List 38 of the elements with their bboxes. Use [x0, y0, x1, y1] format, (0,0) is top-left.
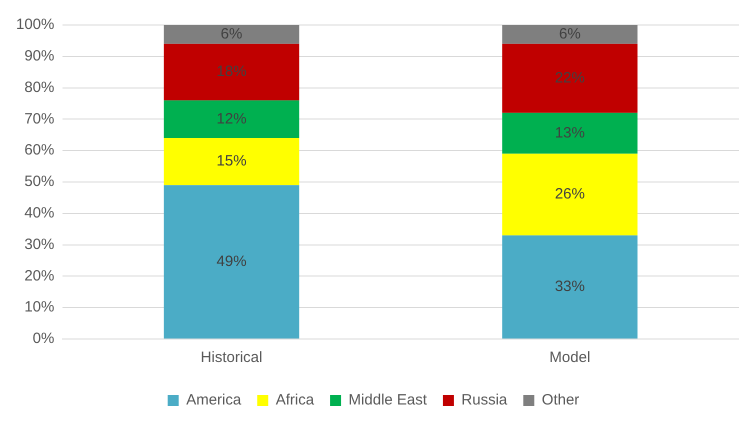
y-tick-label: 90%: [24, 48, 54, 65]
y-tick-label: 60%: [24, 142, 54, 159]
y-tick-label: 40%: [24, 204, 54, 222]
legend-label: America: [186, 392, 242, 409]
bar: [502, 112, 638, 154]
data-label: 49%: [216, 252, 247, 270]
x-tick-label: Model: [549, 349, 590, 366]
legend-label: Middle East: [348, 392, 428, 409]
data-label: 15%: [216, 152, 247, 170]
bar: [164, 138, 300, 186]
bar: [164, 185, 300, 338]
y-tick-label: 10%: [24, 298, 54, 316]
data-label: 33%: [554, 278, 585, 296]
data-label: 6%: [220, 26, 242, 43]
bar: [164, 25, 300, 44]
bar: [502, 25, 638, 44]
data-label: 22%: [554, 70, 585, 87]
y-tick-label: 20%: [24, 267, 54, 284]
data-label: 6%: [558, 26, 581, 43]
legend-label: Russia: [461, 392, 508, 409]
bar: [502, 154, 638, 236]
y-tick-label: 70%: [24, 110, 54, 128]
bar: [502, 44, 638, 113]
bar: [502, 235, 638, 338]
bar: [164, 100, 300, 138]
data-label: 13%: [554, 124, 585, 142]
x-tick-label: Historical: [200, 349, 262, 366]
y-tick-label: 100%: [16, 16, 54, 34]
bar: [164, 44, 300, 100]
y-tick-label: 80%: [24, 78, 54, 96]
y-tick-label: 30%: [24, 236, 54, 253]
legend-label: Other: [542, 392, 580, 409]
data-label: 18%: [216, 63, 247, 80]
y-tick-label: 50%: [24, 173, 54, 190]
legend-label: Africa: [276, 392, 315, 409]
data-label: 26%: [554, 186, 585, 203]
data-label: 12%: [216, 110, 247, 128]
y-tick-label: 0%: [32, 330, 54, 348]
